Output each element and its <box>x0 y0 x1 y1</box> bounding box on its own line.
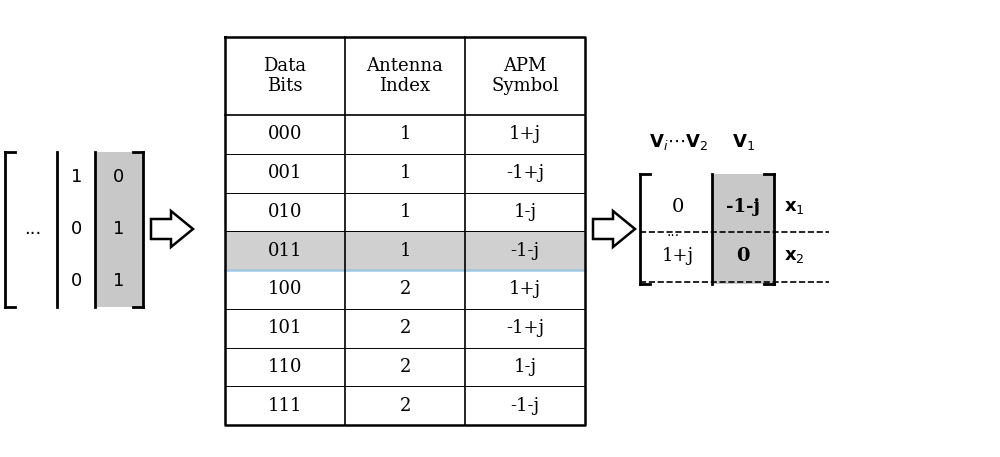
Text: -1-j: -1-j <box>510 242 540 260</box>
Bar <box>95 152 143 307</box>
Text: Data
Bits: Data Bits <box>263 57 307 96</box>
Text: -1-j: -1-j <box>510 397 540 414</box>
Text: 0: 0 <box>736 247 750 265</box>
Text: 0: 0 <box>672 198 684 216</box>
Text: ...: ... <box>666 224 680 239</box>
Text: 001: 001 <box>268 164 302 182</box>
Text: $\mathbf{V}_{1}$: $\mathbf{V}_{1}$ <box>732 132 754 152</box>
Text: 1: 1 <box>113 271 125 290</box>
Text: 2: 2 <box>399 358 411 376</box>
Text: 1: 1 <box>399 164 411 182</box>
Text: 011: 011 <box>268 242 302 260</box>
Text: $\mathbf{x}_{1}$: $\mathbf{x}_{1}$ <box>784 198 805 216</box>
Text: 1+j: 1+j <box>509 125 541 143</box>
Text: -1+j: -1+j <box>506 319 544 337</box>
Text: 2: 2 <box>399 397 411 414</box>
Text: 0: 0 <box>113 168 125 186</box>
FancyArrow shape <box>593 211 635 247</box>
Text: 1+j: 1+j <box>509 281 541 298</box>
Text: 110: 110 <box>268 358 302 376</box>
Text: 0: 0 <box>71 271 83 290</box>
Text: 100: 100 <box>268 281 302 298</box>
Bar <box>225 231 585 270</box>
Text: 101: 101 <box>268 319 302 337</box>
Text: 1-j: 1-j <box>513 358 537 376</box>
Text: 0: 0 <box>71 220 83 238</box>
Text: Antenna
Index: Antenna Index <box>367 57 443 96</box>
Text: 1: 1 <box>113 220 125 238</box>
Text: -1-j: -1-j <box>726 198 760 216</box>
Text: 000: 000 <box>268 125 302 143</box>
Text: 2: 2 <box>399 319 411 337</box>
Text: 1-j: 1-j <box>513 203 537 221</box>
Text: ...: ... <box>24 220 42 238</box>
Text: 010: 010 <box>268 203 302 221</box>
Text: 2: 2 <box>399 281 411 298</box>
Text: 1: 1 <box>399 242 411 260</box>
Text: $\mathbf{V}_{i}$$\cdots\mathbf{V}_{2}$: $\mathbf{V}_{i}$$\cdots\mathbf{V}_{2}$ <box>649 132 707 152</box>
Text: 1: 1 <box>399 125 411 143</box>
Text: $\mathbf{x}_{2}$: $\mathbf{x}_{2}$ <box>784 247 805 265</box>
Text: APM
Symbol: APM Symbol <box>491 57 559 96</box>
Bar <box>712 174 774 284</box>
Text: 1+j: 1+j <box>662 247 694 265</box>
FancyArrow shape <box>151 211 193 247</box>
Text: 1: 1 <box>399 203 411 221</box>
Text: -1+j: -1+j <box>506 164 544 182</box>
Text: 1: 1 <box>71 168 83 186</box>
Text: 111: 111 <box>268 397 302 414</box>
